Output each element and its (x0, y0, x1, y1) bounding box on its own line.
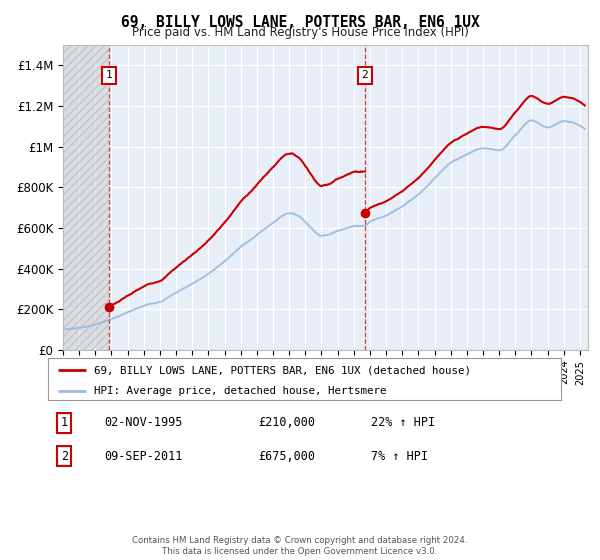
Text: 2: 2 (61, 450, 68, 463)
Text: 1: 1 (106, 71, 112, 80)
Text: 69, BILLY LOWS LANE, POTTERS BAR, EN6 1UX: 69, BILLY LOWS LANE, POTTERS BAR, EN6 1U… (121, 15, 479, 30)
Text: 2: 2 (362, 71, 368, 80)
Text: HPI: Average price, detached house, Hertsmere: HPI: Average price, detached house, Hert… (94, 386, 386, 396)
Text: £675,000: £675,000 (259, 450, 316, 463)
Text: 02-NOV-1995: 02-NOV-1995 (104, 417, 183, 430)
Text: 7% ↑ HPI: 7% ↑ HPI (371, 450, 428, 463)
Text: £210,000: £210,000 (259, 417, 316, 430)
Text: Price paid vs. HM Land Registry's House Price Index (HPI): Price paid vs. HM Land Registry's House … (131, 26, 469, 39)
Text: 22% ↑ HPI: 22% ↑ HPI (371, 417, 436, 430)
Text: 09-SEP-2011: 09-SEP-2011 (104, 450, 183, 463)
Text: Contains HM Land Registry data © Crown copyright and database right 2024.
This d: Contains HM Land Registry data © Crown c… (132, 536, 468, 556)
Text: 1: 1 (61, 417, 68, 430)
Text: 69, BILLY LOWS LANE, POTTERS BAR, EN6 1UX (detached house): 69, BILLY LOWS LANE, POTTERS BAR, EN6 1U… (94, 365, 471, 375)
